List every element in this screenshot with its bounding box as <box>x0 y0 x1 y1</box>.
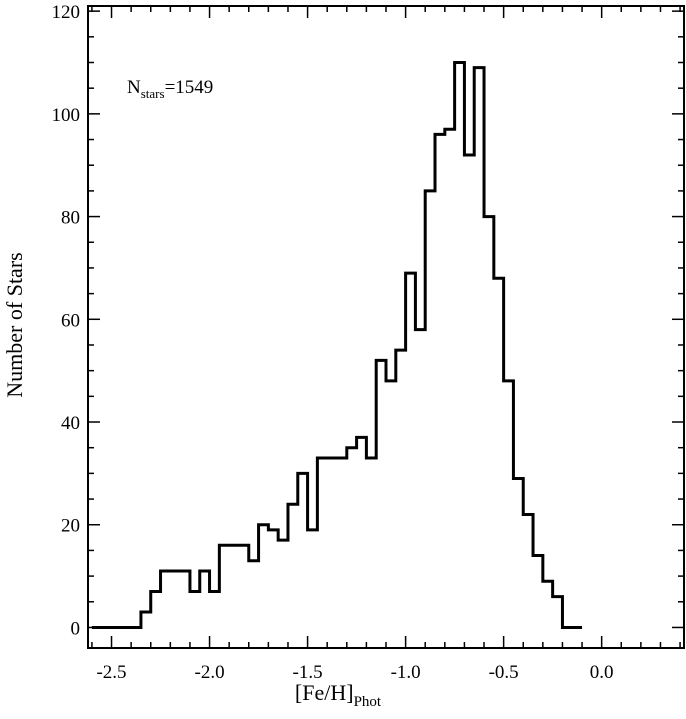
x-tick-label: 0.0 <box>590 662 614 683</box>
histogram-bin <box>259 525 269 628</box>
histogram-bin <box>327 458 337 627</box>
histogram-bin <box>151 592 161 628</box>
histogram-bin <box>239 545 249 627</box>
histogram-bin <box>219 545 229 627</box>
histogram-bin <box>210 592 220 628</box>
histogram-bin <box>523 514 533 627</box>
y-tick-label: 60 <box>61 310 80 331</box>
histogram-bin <box>278 540 288 627</box>
histogram-bin <box>474 68 484 628</box>
histogram-bin <box>268 530 278 628</box>
x-axis-title-subscript: Phot <box>354 694 382 710</box>
annotation-subscript: stars <box>141 86 165 101</box>
histogram-bin <box>425 191 435 628</box>
histogram-bin <box>298 473 308 627</box>
y-tick-label: 120 <box>52 2 81 23</box>
histogram-bin <box>396 350 406 627</box>
x-tick-label: -0.5 <box>489 662 519 683</box>
histogram-bin <box>170 571 180 627</box>
histogram-bin <box>435 134 445 627</box>
histogram-step-line <box>91 61 583 629</box>
histogram-bin <box>445 129 455 627</box>
histogram-bin <box>366 458 376 627</box>
y-axis-title: Number of Stars <box>2 252 27 397</box>
histogram-bin <box>543 581 553 627</box>
histogram-bin <box>190 592 200 628</box>
histogram-bin <box>494 278 504 627</box>
histogram-bin <box>249 561 259 628</box>
y-tick-label: 100 <box>52 105 81 126</box>
annotation-value: =1549 <box>165 77 214 98</box>
x-axis-ticks: -2.5 -2.0 -1.5 -1.0 -0.5 0.0 <box>91 6 681 683</box>
histogram-bin <box>533 556 543 628</box>
x-axis-title: [Fe/H]Phot <box>295 680 382 710</box>
histogram-bin <box>406 273 416 627</box>
histogram-bin <box>357 437 367 627</box>
histogram-bin <box>308 530 318 628</box>
star-count-annotation: Nstars=1549 <box>127 77 213 101</box>
x-tick-label: -1.0 <box>391 662 421 683</box>
y-tick-label: 80 <box>61 208 80 229</box>
x-tick-label: -2.0 <box>195 662 225 683</box>
x-tick-label: -2.5 <box>96 662 126 683</box>
histogram-bin <box>464 155 474 628</box>
histogram-bin <box>376 360 386 627</box>
histogram-bin <box>484 217 494 628</box>
histogram-bin <box>180 571 190 627</box>
histogram-bin <box>386 381 396 628</box>
histogram-bin <box>553 597 563 628</box>
histogram-bin <box>415 330 425 628</box>
histogram-bin <box>455 62 465 627</box>
y-tick-label: 40 <box>61 413 80 434</box>
y-tick-label: 0 <box>71 618 81 639</box>
x-tick-label: -1.5 <box>293 662 323 683</box>
histogram-bin <box>317 458 327 627</box>
histogram-bin <box>337 458 347 627</box>
histogram-bin <box>288 504 298 627</box>
y-axis-ticks: 0 20 40 60 80 100 120 <box>52 2 684 639</box>
histogram-bin <box>347 448 357 628</box>
y-tick-label: 20 <box>61 516 80 537</box>
histogram-bin <box>161 571 171 627</box>
annotation-main: N <box>127 77 141 98</box>
histogram-bin <box>513 479 523 628</box>
histogram-bars <box>91 61 583 629</box>
histogram-bin <box>141 612 151 627</box>
histogram-bin <box>504 381 514 628</box>
x-axis-title-main: [Fe/H] <box>295 680 354 705</box>
histogram-bin <box>200 571 210 627</box>
histogram-bin <box>229 545 239 627</box>
